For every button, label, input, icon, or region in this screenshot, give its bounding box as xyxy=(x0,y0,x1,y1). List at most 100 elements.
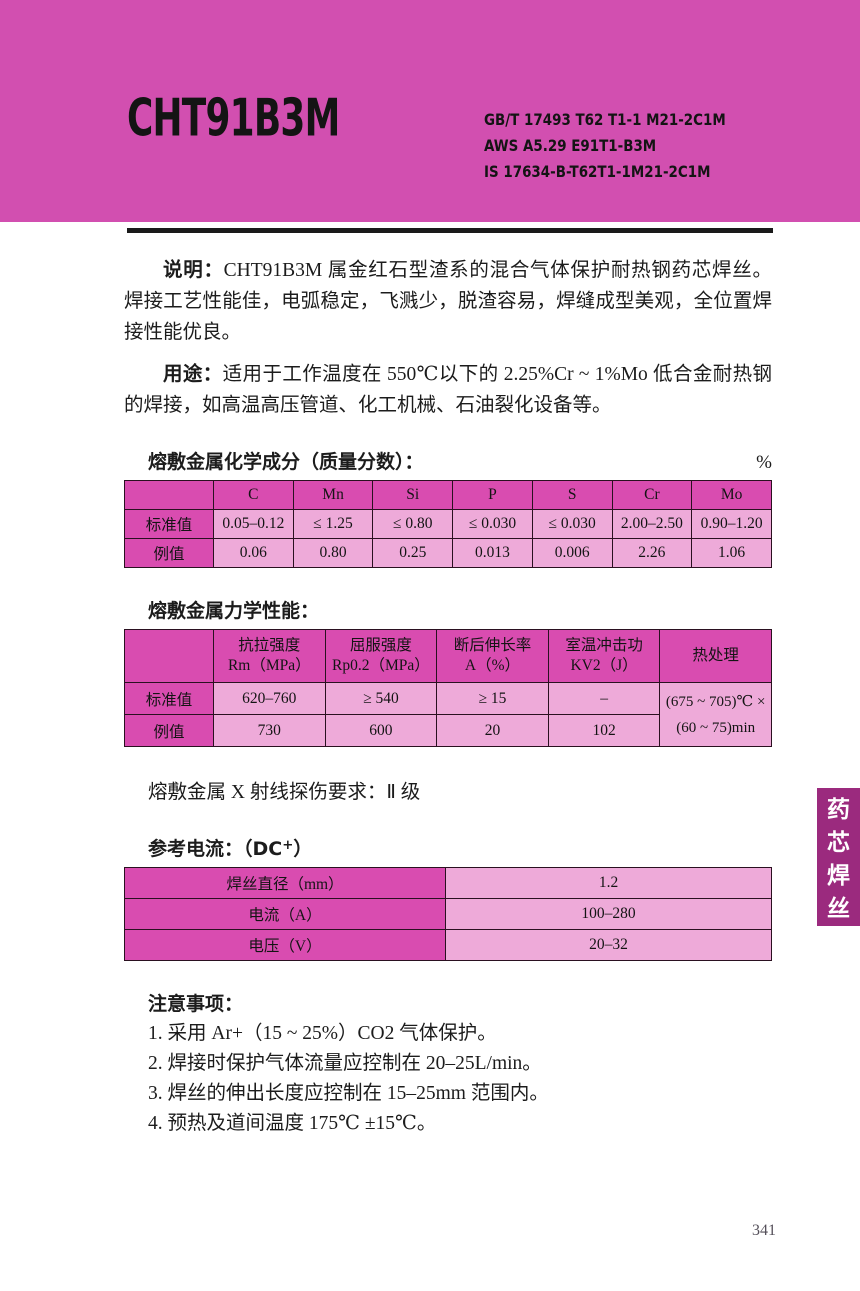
usage-paragraph: 用途：适用于工作温度在 550℃以下的 2.25%Cr ~ 1%Mo 低合金耐热… xyxy=(124,359,772,421)
usage-text: 适用于工作温度在 550℃以下的 2.25%Cr ~ 1%Mo 低合金耐热钢的焊… xyxy=(124,364,772,416)
chem-col-0 xyxy=(124,480,214,510)
header-divider xyxy=(127,228,773,233)
current-row1-name: 电流（A） xyxy=(124,898,446,930)
chem-row0-mo: 0.90–1.20 xyxy=(691,509,772,539)
reference-current-title-end: ） xyxy=(293,838,313,860)
table-row: 焊丝直径（mm） 1.2 xyxy=(124,867,772,899)
current-row0-value: 1.2 xyxy=(445,867,772,899)
side-tab-flux-cored-wire: 药 芯 焊 丝 xyxy=(817,788,860,926)
note-item-2: 2. 焊接时保护气体流量应控制在 20–25L/min。 xyxy=(148,1053,542,1074)
mech-col-elongation-line2: A（%） xyxy=(464,657,521,674)
chem-row0-p: ≤ 0.030 xyxy=(452,509,533,539)
chem-col-c: C xyxy=(213,480,294,510)
side-tab-char-3: 焊 xyxy=(827,863,850,889)
chem-row0-c: 0.05–0.12 xyxy=(213,509,294,539)
side-tab-char-4: 丝 xyxy=(827,896,850,922)
xray-requirement: 熔敷金属 X 射线探伤要求：Ⅱ 级 xyxy=(148,782,421,803)
mech-heat-treatment-value: (675 ~ 705)℃ × (60 ~ 75)min xyxy=(659,682,772,747)
mech-row1-elongation: 20 xyxy=(436,714,549,747)
chem-row1-s: 0.006 xyxy=(531,538,613,568)
chem-row1-p: 0.013 xyxy=(452,538,533,568)
chem-row0-cr: 2.00–2.50 xyxy=(611,509,693,539)
table-row: 标准值 0.05–0.12 ≤ 1.25 ≤ 0.80 ≤ 0.030 ≤ 0.… xyxy=(124,509,772,539)
notes-title: 注意事项： xyxy=(148,993,244,1015)
reference-current-table: 焊丝直径（mm） 1.2 电流（A） 100–280 电压（V） 20–32 xyxy=(124,867,772,961)
heat-treatment-line-2: (60 ~ 75)min xyxy=(676,719,756,736)
current-row2-value: 20–32 xyxy=(445,929,772,961)
mech-col-impact-line1: 室温冲击功 xyxy=(565,637,643,654)
standard-line-3: IS 17634-B-T62T1-1M21-2C1M xyxy=(484,162,711,181)
standard-line-1: GB/T 17493 T62 T1-1 M21-2C1M xyxy=(484,110,726,129)
note-item-4: 4. 预热及道间温度 175℃ ±15℃。 xyxy=(148,1113,437,1134)
document-body: 说明：CHT91B3M 属金红石型渣系的混合气体保护耐热钢药芯焊丝。焊接工艺性能… xyxy=(0,255,860,1139)
chem-row1-cr: 2.26 xyxy=(611,538,693,568)
mech-row0-impact: – xyxy=(547,682,661,715)
reference-current-title: 参考电流：（DC+） xyxy=(148,834,860,861)
mech-col-tensile-line2: Rm（MPa） xyxy=(227,657,311,674)
mech-row0-tensile: 620–760 xyxy=(213,682,326,715)
mech-col-yield-line2: Rp0.2（MPa） xyxy=(332,657,430,674)
mech-col-elongation-line1: 断后伸长率 xyxy=(453,637,532,654)
note-item-1: 1. 采用 Ar+（15 ~ 25%）CO2 气体保护。 xyxy=(148,1023,497,1044)
chem-col-mn: Mn xyxy=(292,480,374,510)
chem-title-row: 熔敷金属化学成分（质量分数）： % xyxy=(124,447,772,474)
chem-row0-s: ≤ 0.030 xyxy=(531,509,613,539)
chem-col-cr: Cr xyxy=(611,480,693,510)
chem-row1-si: 0.25 xyxy=(372,538,454,568)
page-number: 341 xyxy=(752,1222,776,1239)
mech-row0-yield: ≥ 540 xyxy=(324,682,438,715)
mech-col-tensile: 抗拉强度 Rm（MPa） xyxy=(213,629,326,683)
description-label: 说明： xyxy=(163,260,224,281)
mech-row1-label: 例值 xyxy=(124,714,214,747)
description-paragraph: 说明：CHT91B3M 属金红石型渣系的混合气体保护耐热钢药芯焊丝。焊接工艺性能… xyxy=(124,255,772,348)
table-header-row: C Mn Si P S Cr Mo xyxy=(124,480,772,510)
current-row1-value: 100–280 xyxy=(445,898,772,930)
header-band: CHT91B3M GB/T 17493 T62 T1-1 M21-2C1M AW… xyxy=(0,0,860,233)
chem-row1-c: 0.06 xyxy=(213,538,294,568)
chem-row1-mo: 1.06 xyxy=(691,538,772,568)
notes-section: 注意事项： 1. 采用 Ar+（15 ~ 25%）CO2 气体保护。 2. 焊接… xyxy=(148,989,860,1139)
chem-row0-label: 标准值 xyxy=(124,509,214,539)
mech-row0-label: 标准值 xyxy=(124,682,214,715)
mech-col-impact: 室温冲击功 KV2（J） xyxy=(547,629,661,683)
mech-row1-impact: 102 xyxy=(547,714,661,747)
mech-col-0 xyxy=(124,629,214,683)
reference-current-title-text: 参考电流：（DC xyxy=(148,838,283,860)
standard-line-2: AWS A5.29 E91T1-B3M xyxy=(484,136,657,155)
chem-row0-mn: ≤ 1.25 xyxy=(292,509,374,539)
chem-unit: % xyxy=(756,452,772,473)
table-row: 电压（V） 20–32 xyxy=(124,929,772,961)
usage-label: 用途： xyxy=(163,364,223,385)
mech-row1-yield: 600 xyxy=(324,714,438,747)
chem-row1-mn: 0.80 xyxy=(292,538,374,568)
reference-current-title-sup: + xyxy=(282,838,294,854)
page-title: CHT91B3M xyxy=(127,87,340,148)
table-header-row: 抗拉强度 Rm（MPa） 屈服强度 Rp0.2（MPa） 断后伸长率 A（%） … xyxy=(124,629,772,683)
description-text: CHT91B3M 属金红石型渣系的混合气体保护耐热钢药芯焊丝。焊接工艺性能佳，电… xyxy=(124,260,772,343)
chem-col-s: S xyxy=(531,480,613,510)
table-row: 例值 0.06 0.80 0.25 0.013 0.006 2.26 1.06 xyxy=(124,538,772,568)
mechanical-properties-table: 抗拉强度 Rm（MPa） 屈服强度 Rp0.2（MPa） 断后伸长率 A（%） … xyxy=(124,629,772,747)
chem-table-title: 熔敷金属化学成分（质量分数）： xyxy=(148,451,424,473)
standards-list: GB/T 17493 T62 T1-1 M21-2C1M AWS A5.29 E… xyxy=(484,112,772,190)
side-tab-char-2: 芯 xyxy=(827,830,850,856)
current-row2-name: 电压（V） xyxy=(124,929,446,961)
mech-row0-elongation: ≥ 15 xyxy=(436,682,549,715)
mech-col-elongation: 断后伸长率 A（%） xyxy=(436,629,549,683)
table-row: 例值 730 600 20 102 xyxy=(124,714,772,747)
mech-col-tensile-line1: 抗拉强度 xyxy=(238,637,301,654)
mech-col-impact-line2: KV2（J） xyxy=(570,657,638,674)
current-row0-name: 焊丝直径（mm） xyxy=(124,867,446,899)
chem-row0-si: ≤ 0.80 xyxy=(372,509,454,539)
chem-col-mo: Mo xyxy=(691,480,772,510)
table-row: 标准值 620–760 ≥ 540 ≥ 15 – (675 ~ 705)℃ × … xyxy=(124,682,772,747)
mech-col-heat-treatment: 热处理 xyxy=(659,629,772,683)
heat-treatment-line-1: (675 ~ 705)℃ × xyxy=(665,693,766,710)
mech-col-yield-line1: 屈服强度 xyxy=(349,637,412,654)
side-tab-char-1: 药 xyxy=(827,797,850,823)
chem-row1-label: 例值 xyxy=(124,538,214,568)
mech-table-title: 熔敷金属力学性能： xyxy=(148,600,320,622)
chem-col-si: Si xyxy=(372,480,454,510)
mech-row1-tensile: 730 xyxy=(213,714,326,747)
